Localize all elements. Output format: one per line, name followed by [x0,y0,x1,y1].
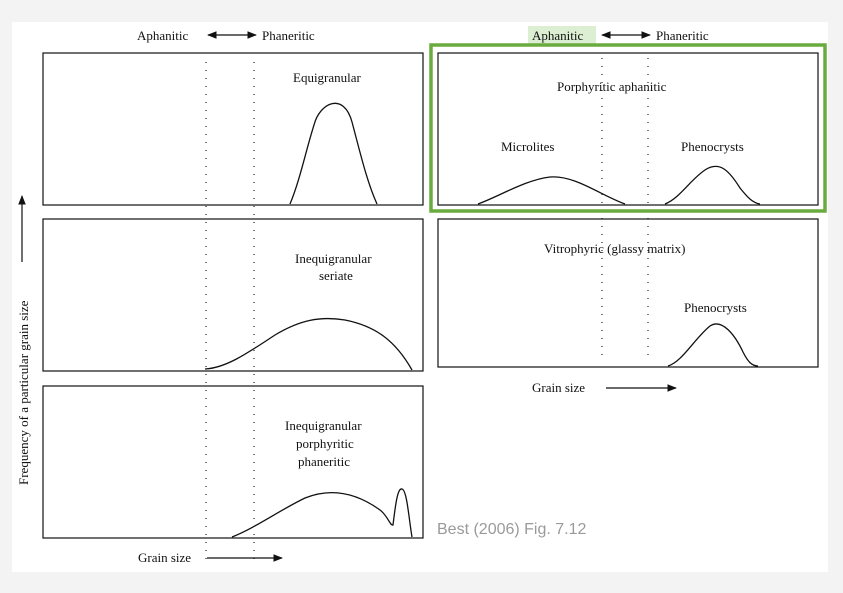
figure-background [12,22,828,572]
x-axis-label-left: Grain size [138,550,191,565]
label-phenocrysts-top: Phenocrysts [681,139,744,154]
label-microlites: Microlites [501,139,554,154]
figure-credit: Best (2006) Fig. 7.12 [437,521,587,538]
panel-vitrophyric: Vitrophyric (glassy matrix) Phenocrysts [437,218,819,368]
scale-left-phaneritic: Phaneritic [262,28,315,43]
panel-seriate: Inequigranular seriate [42,218,424,372]
aphanitic-highlight [528,26,596,44]
panel-porphyritic-phaneritic: Inequigranular porphyritic phaneritic [42,385,424,539]
x-axis-label-right: Grain size [532,380,585,395]
y-axis-label: Frequency of a particular grain size [16,300,31,485]
label-pp-line1: Inequigranular [285,418,362,433]
panel-porphyritic-aphanitic: Porphyritic aphanitic Microlites Phenocr… [437,52,819,206]
label-equigranular: Equigranular [293,70,362,85]
label-seriate-line1: Inequigranular [295,251,372,266]
label-porphyritic-aphanitic: Porphyritic aphanitic [557,79,667,94]
highlight-frame [429,43,827,213]
label-pp-line2: porphyritic [296,436,354,451]
scale-right-phaneritic: Phaneritic [656,28,709,43]
panel-equigranular: Equigranular [42,52,424,560]
scale-left-aphanitic: Aphanitic [137,28,188,43]
label-vitrophyric: Vitrophyric (glassy matrix) [544,241,685,256]
label-pp-line3: phaneritic [298,454,350,469]
label-seriate-line2: seriate [319,268,353,283]
label-phenocrysts-bottom: Phenocrysts [684,300,747,315]
scale-right-aphanitic: Aphanitic [532,28,583,43]
